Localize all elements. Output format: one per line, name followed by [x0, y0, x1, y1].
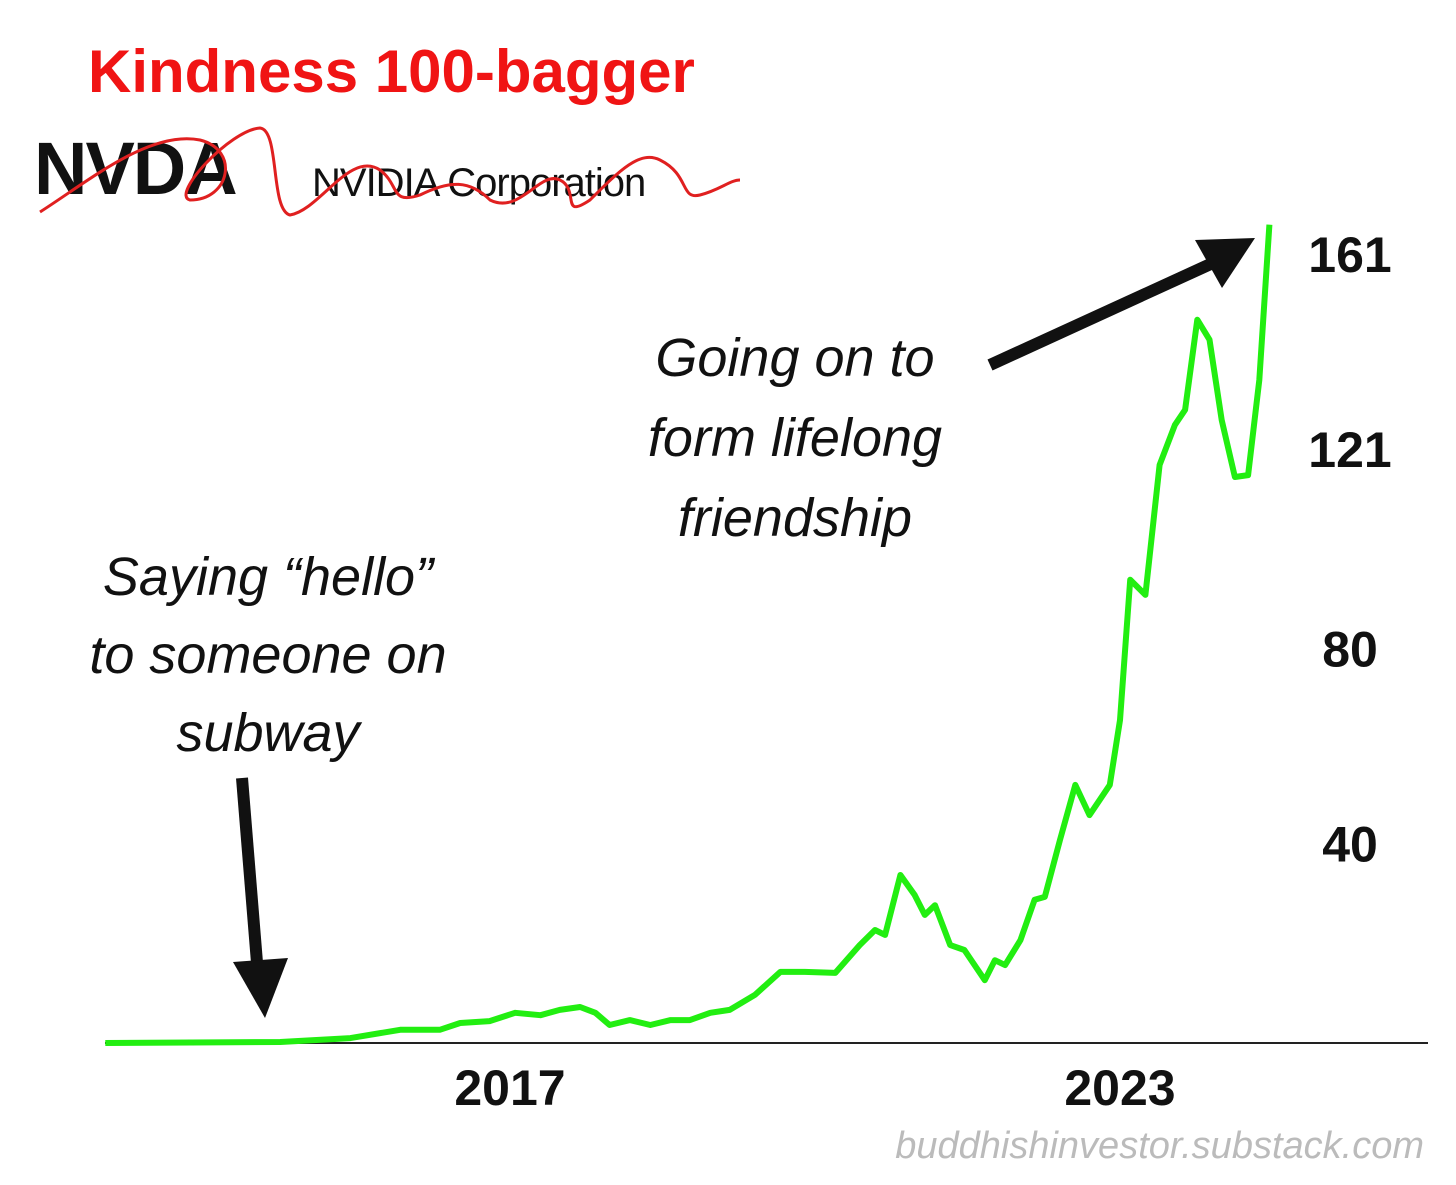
annotation: Going on to form lifelong friendship Say…: [89, 328, 942, 763]
annotation-line: subway: [176, 703, 362, 763]
price-line: [105, 224, 1273, 1046]
source: buddhishinvestor.substack.com: [895, 1125, 1424, 1167]
arrowhead: [1195, 238, 1255, 288]
x-tick-label: 2017: [454, 1060, 565, 1116]
scribble: [39, 126, 741, 217]
y-tick-label: 80: [1322, 622, 1378, 678]
annotation-line: form lifelong: [648, 408, 942, 468]
y-tick-label: 121: [1308, 422, 1391, 478]
arrow: [987, 256, 1218, 371]
annotation-line: friendship: [678, 488, 912, 548]
annotation-line: Saying “hello”: [103, 547, 435, 607]
x-tick-label: 2023: [1064, 1060, 1175, 1116]
y-tick-label: 161: [1308, 227, 1391, 283]
annotation-line: Going on to: [655, 328, 934, 388]
arrow: [236, 777, 264, 976]
arrowhead: [233, 958, 288, 1018]
annotation-line: to someone on: [89, 625, 446, 685]
chart-title: Kindness 100-bagger: [88, 38, 695, 105]
y-tick-label: 40: [1322, 816, 1378, 872]
